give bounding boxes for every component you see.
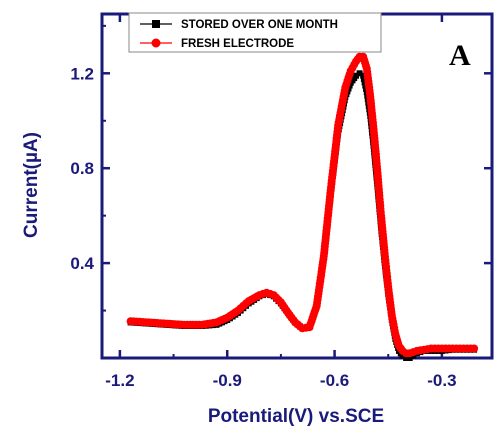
y-tick-label: 0.8 (70, 159, 94, 178)
data-point (356, 70, 363, 77)
x-tick-label: -0.9 (213, 371, 242, 390)
x-axis-label: Potential(V) vs.SCE (208, 406, 384, 427)
legend-fresh-marker (151, 38, 161, 48)
data-point (353, 72, 359, 79)
series-layer (126, 52, 479, 361)
legend-stored-label: STORED OVER ONE MONTH (181, 19, 338, 31)
legend-box (128, 12, 382, 53)
x-tick-label: -0.3 (427, 371, 456, 390)
x-ticks: -1.2 -0.9 -0.6 -0.3 (105, 14, 457, 390)
y-tick-label: 1.2 (70, 64, 94, 83)
panel-label: A (449, 39, 471, 72)
y-axis-label: Current(µA) (21, 132, 42, 238)
series-stored (127, 70, 478, 361)
data-point (406, 355, 413, 361)
data-point (399, 352, 406, 359)
legend-stored-marker (152, 20, 160, 28)
data-point (360, 76, 367, 82)
data-point (360, 72, 367, 79)
data-point (403, 355, 410, 361)
series-fresh (126, 52, 479, 358)
series-line (130, 55, 475, 355)
legend-fresh-label: FRESH ELECTRODE (181, 38, 294, 50)
x-tick-label: -1.2 (105, 371, 134, 390)
plot-area (100, 12, 494, 360)
data-point (470, 344, 479, 353)
series-line (130, 72, 475, 359)
x-tick-label: -0.6 (320, 371, 349, 390)
plot-frame (100, 12, 494, 360)
y-tick-label: 0.4 (70, 254, 94, 273)
y-ticks: 0.4 0.8 1.2 (70, 24, 492, 312)
legend: STORED OVER ONE MONTH FRESH ELECTRODE (128, 12, 382, 53)
